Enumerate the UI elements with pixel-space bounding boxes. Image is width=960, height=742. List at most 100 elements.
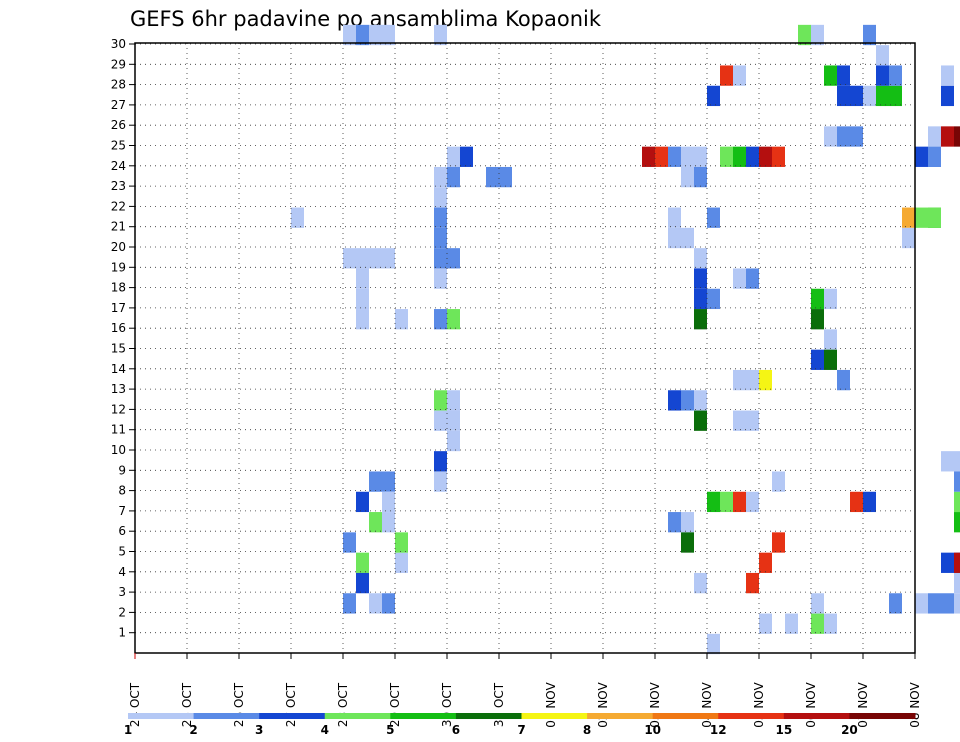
precip-cell [863, 491, 876, 513]
precip-cell [434, 471, 447, 492]
precip-cell [850, 126, 863, 147]
precip-cell [369, 593, 382, 614]
x-tick-label: 30 OCT [440, 682, 454, 727]
precip-cell [772, 532, 785, 553]
precip-cell [447, 430, 460, 452]
colorbar-label: 3 [255, 723, 263, 737]
precip-cell [759, 369, 772, 391]
y-tick-label: 24 [111, 159, 126, 173]
precip-cell [733, 369, 746, 391]
precip-cell [954, 572, 960, 594]
colorbar-segment [849, 713, 916, 719]
y-tick-label: 6 [118, 524, 126, 538]
precip-cell [681, 512, 694, 533]
precip-cell [694, 410, 707, 431]
y-tick-label: 11 [111, 423, 126, 437]
colorbar-segment [521, 713, 588, 719]
precip-cell [772, 146, 785, 167]
precip-cell [707, 85, 720, 107]
precip-cell [837, 85, 850, 107]
precip-cell [759, 613, 772, 634]
colorbar-label: 15 [775, 723, 792, 737]
precip-cell [694, 146, 707, 167]
y-tick-label: 15 [111, 342, 126, 356]
colorbar-segment [718, 713, 785, 719]
precip-cell [954, 471, 960, 492]
precip-cell [863, 85, 876, 107]
precip-cell [668, 512, 681, 533]
precip-cell [694, 390, 707, 411]
precip-cell [928, 146, 941, 167]
precip-cell [720, 146, 733, 167]
precip-cell [707, 633, 720, 655]
precip-cell [434, 227, 447, 249]
y-tick-label: 30 [111, 37, 126, 51]
precip-cell [954, 593, 960, 614]
x-tick-label: 08 NOV [908, 681, 922, 727]
precip-cell [902, 207, 915, 228]
colorbar-segment [324, 713, 391, 719]
precip-cell [707, 288, 720, 310]
precip-cell [395, 552, 408, 573]
precip-cell [811, 24, 824, 46]
precip-cell [889, 85, 902, 107]
y-tick-label: 19 [111, 260, 126, 274]
precip-cell [434, 248, 447, 269]
precip-cell [369, 471, 382, 492]
y-tick-label: 20 [111, 240, 126, 254]
precip-cell [694, 572, 707, 594]
precip-cell [941, 126, 954, 147]
precip-cell [434, 207, 447, 228]
y-tick-label: 2 [118, 605, 126, 619]
precip-cell [902, 227, 915, 249]
precip-cell [343, 593, 356, 614]
precip-cell [798, 24, 811, 46]
y-tick-label: 25 [111, 139, 126, 153]
precip-cell [694, 268, 707, 289]
precip-cell [447, 410, 460, 431]
y-tick-label: 13 [111, 382, 126, 396]
precip-cell [681, 227, 694, 249]
y-tick-label: 1 [118, 626, 126, 640]
y-tick-label: 26 [111, 118, 126, 132]
x-tick-label: 25 OCT [180, 682, 194, 727]
precip-cell [733, 146, 746, 167]
x-tick-label: 29 OCT [388, 682, 402, 727]
precip-cell [343, 24, 356, 46]
precip-cell [863, 24, 876, 46]
precip-cell [733, 491, 746, 513]
precip-cell [837, 369, 850, 391]
precip-cell [434, 24, 447, 46]
precip-cell [720, 65, 733, 86]
precip-cell [759, 552, 772, 573]
precip-cell [668, 207, 681, 228]
plot-frame [134, 42, 916, 654]
precip-cell [343, 532, 356, 553]
precip-cell [369, 512, 382, 533]
colorbar-segment [652, 713, 719, 719]
colorbar-label: 7 [517, 723, 525, 737]
y-tick-label: 21 [111, 220, 126, 234]
precip-cell [434, 268, 447, 289]
precip-cell [941, 552, 954, 573]
precip-cell [447, 309, 460, 330]
precip-cell [434, 410, 447, 431]
x-tick-label: 31 OCT [492, 682, 506, 727]
precip-cell [447, 248, 460, 269]
colorbar-label: 10 [644, 723, 661, 737]
colorbar-label: 12 [710, 723, 727, 737]
precip-cell [395, 532, 408, 553]
y-tick-label: 16 [111, 321, 126, 335]
colorbar-label: 6 [452, 723, 460, 737]
precip-cell [928, 207, 941, 228]
precip-cell [824, 613, 837, 634]
precip-cell [434, 166, 447, 188]
x-tick-label: 01 NOV [544, 681, 558, 727]
precip-cell [824, 65, 837, 86]
precip-cell [356, 288, 369, 310]
precip-cell [954, 512, 960, 533]
x-tick-label: 07 NOV [856, 681, 870, 727]
x-tick-label: 02 NOV [596, 681, 610, 727]
precip-cell [642, 146, 655, 167]
